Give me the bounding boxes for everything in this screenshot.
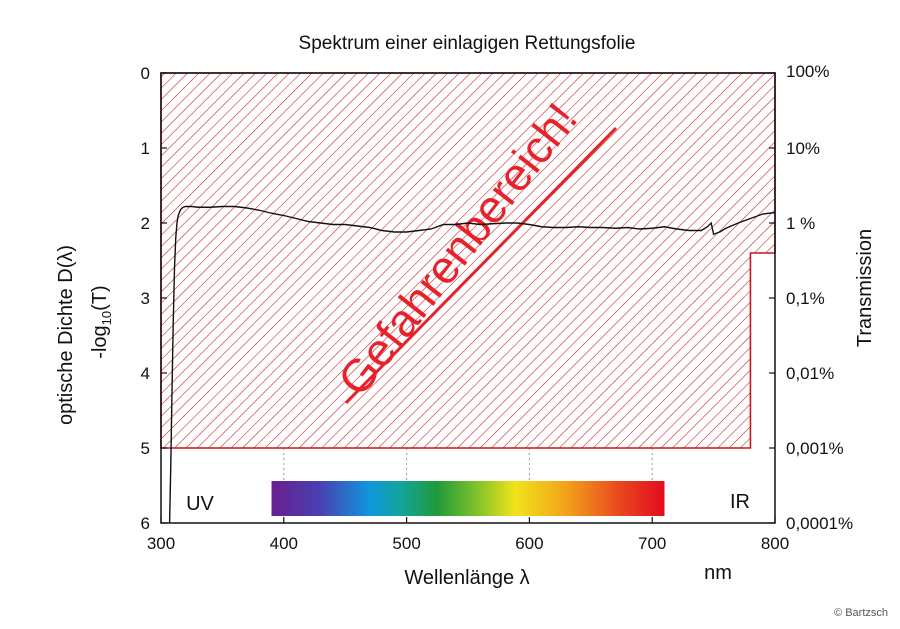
visible-spectrum (271, 481, 665, 516)
y-tick-4: 4 (141, 364, 150, 383)
y-axis-label-left-sub: 10 (99, 311, 114, 325)
y-tick-5: 5 (141, 439, 150, 458)
right-tick-1: 10% (786, 139, 820, 158)
y-tick-0: 0 (141, 64, 150, 83)
right-tick-5: 0,001% (786, 439, 844, 458)
x-axis-unit: nm (704, 562, 732, 584)
right-tick-6: 0,0001% (786, 514, 853, 533)
danger-label-underline (344, 126, 618, 405)
optical-density-curve (168, 205, 776, 524)
right-tick-0: 100% (786, 62, 829, 81)
uv-label: UV (186, 493, 214, 515)
x-tick-300: 300 (147, 534, 175, 553)
y-axis-label-left-2b: (T) (89, 285, 111, 311)
y-ticks: 0 1 2 3 4 5 6 (141, 64, 167, 533)
right-tick-3: 0,1% (786, 289, 825, 308)
x-tick-500: 500 (392, 534, 420, 553)
chart-title: Spektrum einer einlagigen Rettungsfolie (299, 33, 636, 54)
right-ticks: 100% 10% 1 % 0,1% 0,01% 0,001% 0,0001% (769, 62, 853, 533)
y-axis-label-left-2: -log10(T) (89, 285, 114, 358)
right-tick-4: 0,01% (786, 364, 834, 383)
right-tick-2: 1 % (786, 214, 815, 233)
copyright: © Bartzsch (834, 607, 888, 619)
y-axis-label-left-1: optische Dichte D(λ) (55, 245, 77, 425)
x-tick-800: 800 (761, 534, 789, 553)
x-tick-600: 600 (515, 534, 543, 553)
spectrum-bar (271, 481, 665, 516)
y-tick-1: 1 (141, 139, 150, 158)
y-axis-label-left-2a: -log (89, 325, 111, 358)
x-tick-400: 400 (270, 534, 298, 553)
y-tick-2: 2 (141, 214, 150, 233)
x-ticks: 300 400 500 600 700 800 (147, 517, 789, 553)
y-axis-label-right: Transmission (854, 229, 876, 347)
x-axis-label: Wellenlänge λ (404, 567, 529, 589)
ir-label: IR (730, 491, 750, 513)
y-tick-3: 3 (141, 289, 150, 308)
x-tick-700: 700 (638, 534, 666, 553)
y-tick-6: 6 (141, 514, 150, 533)
